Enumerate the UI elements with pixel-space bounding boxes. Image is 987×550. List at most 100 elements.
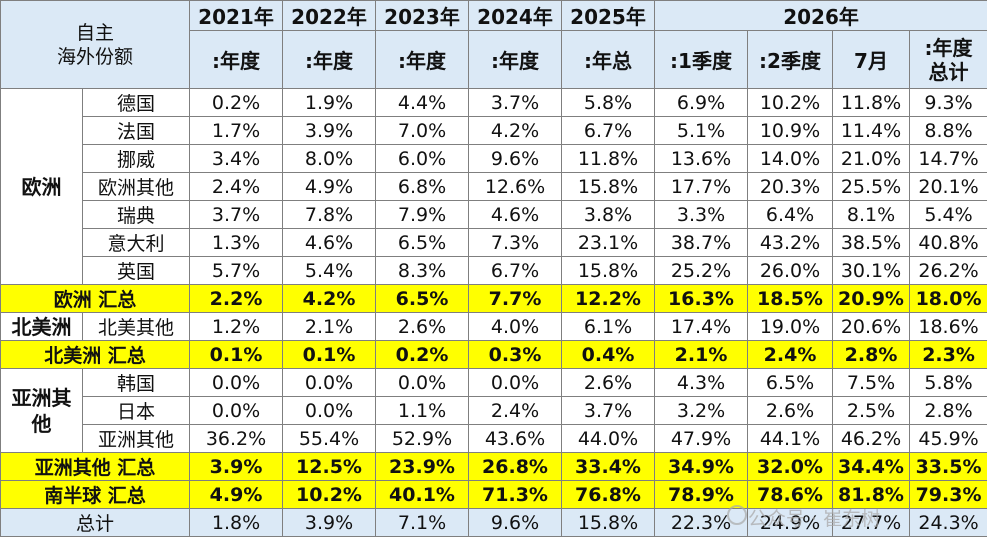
value-cell: 20.3% [747, 172, 834, 201]
table-row: 挪威 3.4% 8.0% 6.0% 9.6% 11.8% 13.6% 14.0% 21.0% 14… [1, 144, 987, 173]
country-label: 瑞典 [81, 200, 191, 229]
value-cell: 2.1% [654, 340, 749, 369]
value-cell: 3.3% [654, 200, 749, 229]
value-cell: 78.9% [654, 480, 749, 509]
value-cell: 2.4% [747, 340, 834, 369]
value-cell: 3.8% [561, 200, 656, 229]
value-cell: 81.8% [832, 480, 911, 509]
value-cell: 0.0% [375, 368, 470, 397]
value-cell: 46.2% [832, 424, 911, 453]
value-cell: 10.9% [747, 116, 834, 145]
value-cell: 2.4% [189, 172, 284, 201]
table-row: 瑞典 3.7% 7.8% 7.9% 4.6% 3.8% 3.3% 6.4% 8.1% 5.4% [1, 200, 987, 229]
value-cell: 15.8% [561, 508, 656, 537]
summary-row: 北美洲 汇总 0.1% 0.1% 0.2% 0.3% 0.4% 2.1% 2.4% 2.8% 2.… [0, 340, 987, 369]
value-cell: 6.1% [561, 312, 656, 341]
value-cell: 6.0% [375, 144, 470, 173]
value-cell: 76.8% [561, 480, 656, 509]
value-cell: 1.3% [189, 228, 284, 257]
value-cell: 17.4% [654, 312, 749, 341]
value-cell: 6.8% [375, 172, 470, 201]
value-cell: 24.9% [747, 508, 834, 537]
value-cell: 2.4% [468, 396, 563, 425]
value-cell: 71.3% [468, 480, 563, 509]
value-cell: 6.4% [747, 200, 834, 229]
value-cell: 1.7% [189, 116, 284, 145]
value-cell: 4.9% [189, 480, 284, 509]
value-cell: 12.6% [468, 172, 563, 201]
value-cell: 16.3% [654, 284, 749, 313]
value-cell: 7.0% [375, 116, 470, 145]
value-cell: 0.0% [468, 368, 563, 397]
value-cell: 9.6% [468, 508, 563, 537]
summary-label: 欧洲 汇总 [0, 284, 191, 313]
table-row: 意大利 1.3% 4.6% 6.5% 7.3% 23.1% 38.7% 43.2% 38.5% 4… [1, 228, 987, 257]
region-label-line: 亚洲其 [11, 385, 72, 410]
value-cell: 25.5% [832, 172, 911, 201]
value-cell: 6.5% [375, 228, 470, 257]
value-cell: 4.6% [468, 200, 563, 229]
value-cell: 0.0% [189, 368, 284, 397]
value-cell: 1.8% [189, 508, 284, 537]
value-cell: 2.2% [189, 284, 284, 313]
corner-title-line: 自主 [76, 21, 115, 44]
value-cell: 15.8% [561, 256, 656, 285]
table-row: 欧洲 德国 0.2% 1.9% 4.4% 3.7% 5.8% 6.9% 10.2% 11.8% 9.… [0, 88, 987, 285]
value-cell: 21.0% [832, 144, 911, 173]
value-cell: 6.9% [654, 88, 749, 117]
value-cell: 2.6% [561, 368, 656, 397]
value-cell: 5.7% [189, 256, 284, 285]
value-cell: 38.5% [832, 228, 911, 257]
value-cell: 15.8% [561, 172, 656, 201]
value-cell: 5.4% [909, 200, 987, 229]
summary-row: 亚洲其他 汇总 3.9% 12.5% 23.9% 26.8% 33.4% 34.9% 32.0… [0, 452, 987, 481]
value-cell: 52.9% [375, 424, 470, 453]
value-cell: 26.0% [747, 256, 834, 285]
value-cell: 8.3% [375, 256, 470, 285]
table-row: 亚洲其他韩国 0.0% 0.0% 0.0% 0.0% 2.6% 4.3% 6.5% 7.5% 5.… [0, 368, 987, 453]
value-cell: 2.8% [832, 340, 911, 369]
value-cell: 23.1% [561, 228, 656, 257]
value-cell: 44.0% [561, 424, 656, 453]
year-header: 2025年 [561, 0, 656, 31]
year-header: 2022年 [282, 0, 377, 31]
country-label: 北美其他 [81, 312, 191, 341]
value-cell: 20.9% [832, 284, 911, 313]
year-header: 2024年 [468, 0, 563, 31]
corner-header: 自主 海外份额 [0, 0, 191, 89]
value-cell: 10.2% [747, 88, 834, 117]
value-cell: 0.2% [189, 88, 284, 117]
value-cell: 8.0% [282, 144, 377, 173]
total-row: 总计 1.8% 3.9% 7.1% 9.6% 15.8% 22.3% 24.9% 27.7% 24… [0, 508, 987, 537]
period-header: :2季度 [747, 30, 834, 89]
value-cell: 11.8% [561, 144, 656, 173]
value-cell: 12.5% [282, 452, 377, 481]
value-cell: 10.2% [282, 480, 377, 509]
value-cell: 6.5% [747, 368, 834, 397]
value-cell: 7.5% [832, 368, 911, 397]
value-cell: 5.8% [561, 88, 656, 117]
value-cell: 4.6% [282, 228, 377, 257]
value-cell: 18.0% [909, 284, 987, 313]
period-header: :年总 [561, 30, 656, 89]
region-label: 北美洲 [0, 312, 83, 341]
table-row: 法国 1.7% 3.9% 7.0% 4.2% 6.7% 5.1% 10.9% 11.4% 8.8% [1, 116, 987, 145]
country-label: 意大利 [81, 228, 191, 257]
total-label: 总计 [0, 508, 191, 537]
value-cell: 0.1% [189, 340, 284, 369]
value-cell: 4.4% [375, 88, 470, 117]
table-row: 亚洲其他 36.2% 55.4% 52.9% 43.6% 44.0% 47.9% 44.1% 4… [1, 424, 987, 453]
value-cell: 78.6% [747, 480, 834, 509]
period-header: 7月 [832, 30, 911, 89]
table-row: 日本 0.0% 0.0% 1.1% 2.4% 3.7% 3.2% 2.6% 2.5% 2.8% [1, 396, 987, 425]
summary-label: 南半球 汇总 [0, 480, 191, 509]
value-cell: 26.2% [909, 256, 987, 285]
value-cell: 1.1% [375, 396, 470, 425]
wechat-icon [727, 505, 747, 525]
value-cell: 2.3% [909, 340, 987, 369]
value-cell: 17.7% [654, 172, 749, 201]
value-cell: 40.8% [909, 228, 987, 257]
year-header: 2026年 [654, 0, 987, 31]
value-cell: 1.9% [282, 88, 377, 117]
value-cell: 0.1% [282, 340, 377, 369]
